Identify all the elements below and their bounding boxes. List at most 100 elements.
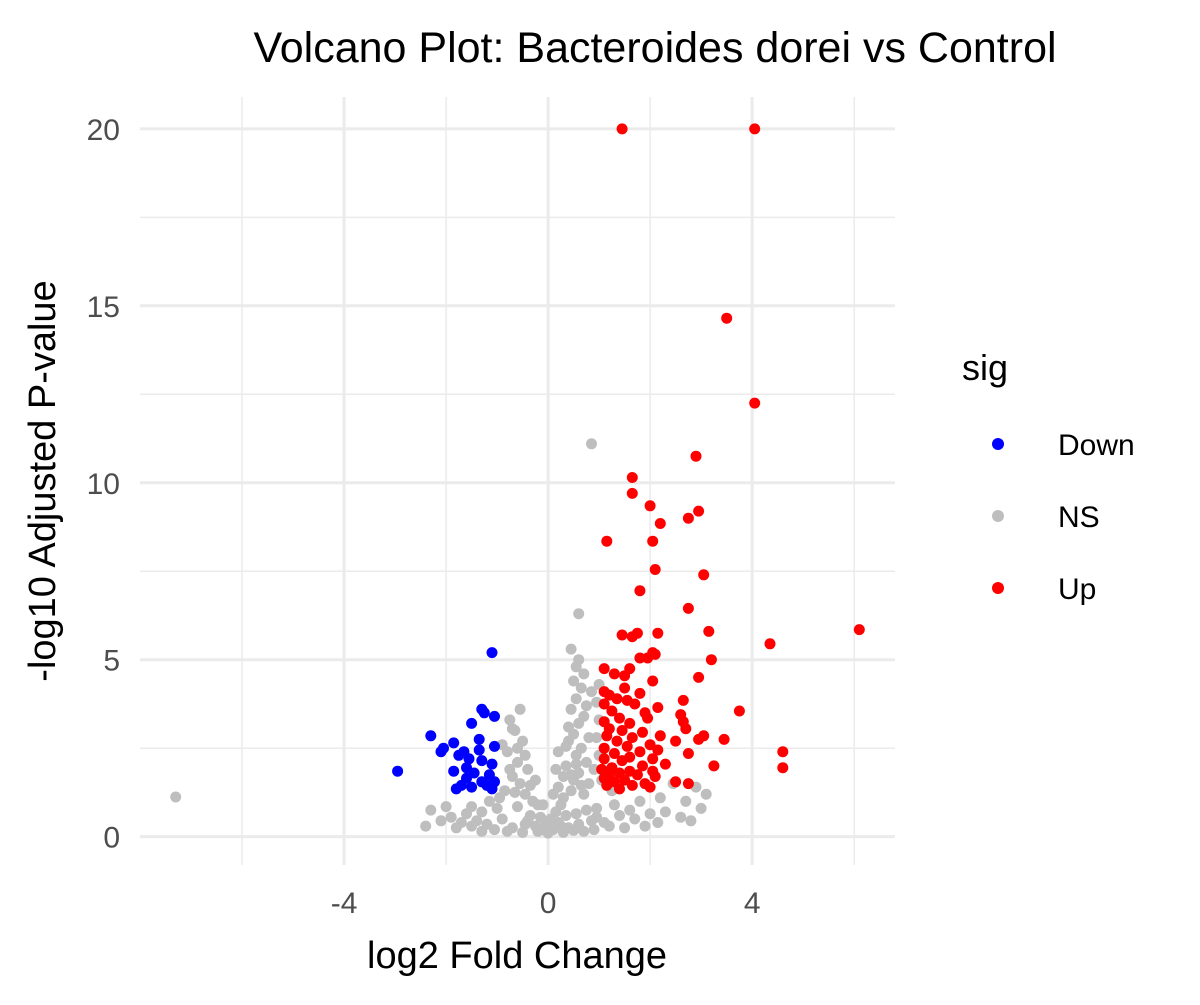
point-up: [637, 760, 648, 772]
point-ns: [476, 825, 488, 837]
point-ns: [580, 756, 592, 768]
point-up: [652, 702, 664, 713]
point-down: [476, 755, 488, 767]
point-ns: [504, 714, 516, 726]
point-ns: [652, 817, 664, 828]
point-ns: [603, 820, 615, 832]
point-up: [647, 753, 659, 765]
point-up: [680, 723, 692, 735]
x-tick-label: 4: [744, 887, 761, 920]
point-ns: [573, 608, 585, 620]
point-ns: [575, 779, 587, 791]
point-down: [392, 765, 404, 777]
point-ns: [504, 763, 516, 775]
point-up: [619, 682, 631, 694]
point-ns: [565, 703, 577, 715]
grid-layer: [140, 97, 895, 865]
point-up: [777, 746, 789, 758]
point-ns: [512, 801, 523, 813]
point-up: [721, 312, 733, 324]
point-ns: [560, 760, 572, 772]
point-ns: [659, 806, 671, 818]
point-up: [654, 518, 666, 529]
point-up: [621, 740, 633, 752]
legend-key-ns: [992, 510, 1004, 522]
point-up: [749, 397, 761, 409]
point-ns: [654, 792, 666, 804]
point-ns: [550, 763, 562, 775]
point-up: [644, 781, 656, 793]
point-ns: [685, 815, 697, 827]
point-up: [611, 735, 623, 747]
point-ns: [608, 799, 620, 811]
point-ns: [552, 817, 564, 828]
point-up: [642, 652, 654, 664]
point-ns: [522, 763, 534, 775]
point-ns: [489, 824, 500, 836]
point-ns: [568, 675, 580, 687]
legend-title: sig: [962, 347, 1008, 388]
point-ns: [514, 703, 526, 715]
point-ns: [483, 795, 495, 807]
point-ns: [570, 749, 582, 761]
point-up: [654, 730, 666, 742]
point-ns: [435, 815, 447, 827]
point-up: [853, 624, 865, 636]
point-ns: [476, 806, 488, 818]
point-up: [596, 763, 608, 775]
point-ns: [586, 438, 597, 450]
point-ns: [537, 799, 549, 811]
point-down: [435, 746, 447, 758]
point-up: [644, 500, 656, 512]
point-ns: [529, 774, 541, 786]
y-axis-label: -log10 Adjusted P-value: [22, 280, 64, 681]
point-up: [649, 564, 661, 575]
point-ns: [440, 801, 452, 813]
point-ns: [522, 815, 534, 827]
point-ns: [420, 820, 432, 832]
point-ns: [570, 661, 582, 673]
point-ns: [634, 795, 646, 807]
point-ns: [565, 785, 577, 797]
point-up: [718, 733, 730, 745]
point-up: [626, 472, 638, 483]
point-up: [631, 769, 643, 781]
point-ns: [501, 825, 513, 837]
point-up: [647, 675, 659, 687]
point-ns: [466, 801, 478, 813]
point-down: [478, 707, 490, 719]
point-up: [705, 654, 717, 666]
point-up: [693, 733, 705, 745]
point-ns: [552, 746, 564, 758]
point-ns: [575, 682, 587, 694]
point-up: [634, 652, 646, 664]
point-up: [611, 693, 623, 705]
legend-label-up: Up: [1058, 573, 1096, 606]
point-up: [616, 755, 628, 767]
point-up: [677, 694, 689, 706]
point-ns: [557, 826, 569, 838]
point-up: [631, 627, 643, 639]
point-ns: [512, 756, 523, 768]
point-down: [486, 758, 498, 770]
legend-entries: Down NS Up: [992, 429, 1135, 606]
point-ns: [580, 700, 592, 712]
point-ns: [519, 788, 531, 800]
point-up: [703, 625, 715, 637]
point-ns: [519, 749, 531, 761]
point-ns: [494, 792, 506, 804]
point-up: [690, 450, 702, 462]
legend-key-down: [992, 438, 1004, 450]
point-ns: [565, 643, 577, 655]
point-up: [619, 774, 631, 786]
point-ns: [517, 826, 529, 838]
point-up: [652, 744, 664, 756]
point-up: [601, 779, 613, 791]
point-ns: [624, 804, 636, 816]
point-up: [682, 512, 694, 524]
point-up: [659, 758, 671, 770]
point-ns: [586, 686, 597, 698]
point-up: [634, 687, 646, 699]
point-down: [448, 737, 460, 749]
